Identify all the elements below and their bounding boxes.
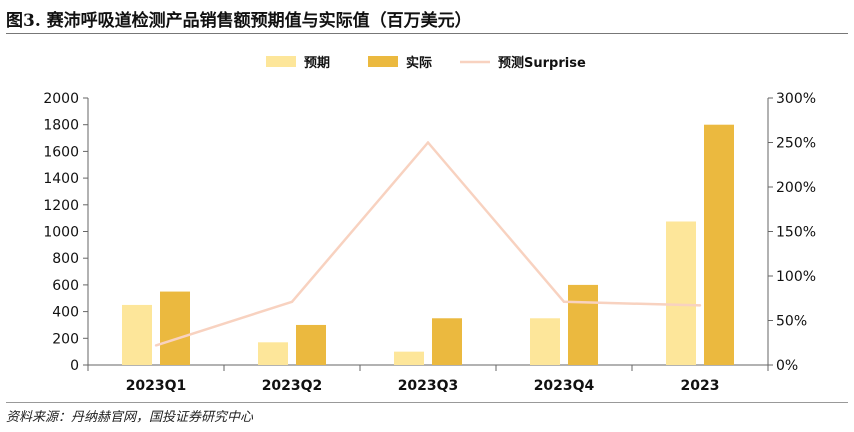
y2-tick-label: 200% <box>776 180 816 196</box>
y-tick-label: 0 <box>70 358 79 374</box>
y2-tick-label: 100% <box>776 269 816 285</box>
y-tick-label: 200 <box>52 331 79 347</box>
y-tick-label: 2000 <box>43 91 79 107</box>
x-tick-label: 2023 <box>681 378 720 394</box>
y2-tick-label: 50% <box>776 314 807 330</box>
surprise-point <box>562 300 566 304</box>
x-tick-label: 2023Q1 <box>126 378 187 394</box>
bars <box>122 124 734 365</box>
source-divider <box>6 402 848 403</box>
x-tick-label: 2023Q2 <box>262 378 323 394</box>
bar-expected <box>258 342 288 365</box>
legend-label: 实际 <box>406 55 432 71</box>
surprise-line <box>154 141 702 347</box>
bar-actual <box>432 318 462 365</box>
source-note: 资料来源：丹纳赫官网，国投证券研究中心 <box>6 410 254 425</box>
legend-swatch-expected <box>266 56 296 67</box>
x-tick-label: 2023Q3 <box>398 378 459 394</box>
chart: 预期 实际 预测Surprise 0 200 400 600 800 1000 1200 1400… <box>43 55 816 394</box>
bar-expected <box>394 351 424 365</box>
y2-tick-label: 300% <box>776 91 816 107</box>
bar-actual <box>296 324 326 365</box>
y2-tick-label: 0% <box>776 358 798 374</box>
y-tick-label: 1800 <box>43 118 79 134</box>
y-tick-label: 600 <box>52 278 79 294</box>
surprise-point <box>698 304 702 307</box>
chart-title: 图3. 赛沛呼吸道检测产品销售额预期值与实际值（百万美元） <box>6 11 472 31</box>
bar-expected <box>530 318 560 365</box>
legend: 预期 实际 预测Surprise <box>266 55 586 71</box>
surprise-point <box>426 141 430 144</box>
surprise-line-path <box>155 141 701 347</box>
bar-actual <box>704 124 734 365</box>
bar-actual <box>160 291 190 365</box>
bar-expected <box>122 304 152 365</box>
x-tick-label: 2023Q4 <box>534 378 595 394</box>
y-tick-label: 400 <box>52 305 79 321</box>
title-divider <box>6 33 848 34</box>
y2-tick-label: 150% <box>776 225 816 241</box>
surprise-point <box>290 300 294 304</box>
axes: 0 200 400 600 800 1000 1200 1400 1600 1800 2000 0% 5… <box>43 91 816 394</box>
bar-expected <box>666 221 696 365</box>
bar-actual <box>568 284 598 365</box>
legend-swatch-actual <box>368 56 398 67</box>
legend-label: 预期 <box>304 56 330 71</box>
y-tick-label: 1600 <box>43 144 79 160</box>
y-tick-label: 1200 <box>43 198 79 214</box>
y-tick-label: 1400 <box>43 171 79 187</box>
surprise-point <box>154 344 158 347</box>
y2-tick-label: 250% <box>776 136 816 152</box>
y-tick-label: 800 <box>52 251 79 267</box>
legend-label: 预测Surprise <box>498 55 586 71</box>
y-tick-label: 1000 <box>43 225 79 241</box>
